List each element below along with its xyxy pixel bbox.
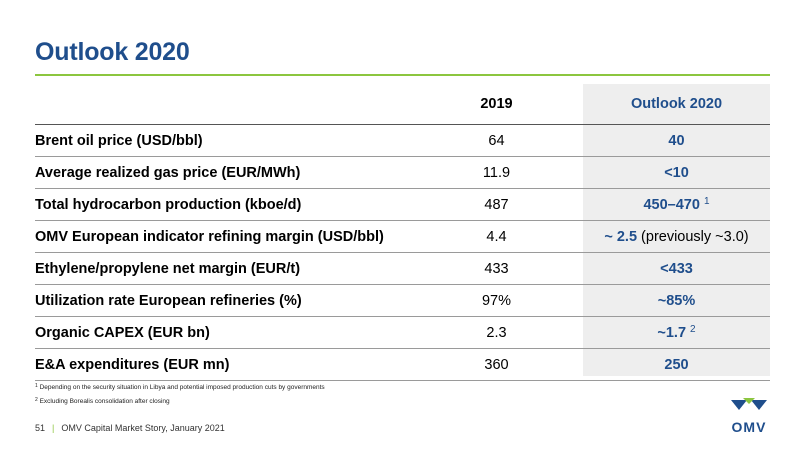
page-title: Outlook 2020 <box>35 38 190 66</box>
value-2019: 64 <box>410 124 583 157</box>
footnote-number: 1 <box>35 383 38 389</box>
outlook-value: 450–470 <box>643 197 700 213</box>
value-2019: 360 <box>410 348 583 381</box>
value-outlook-2020: 40 <box>583 124 770 157</box>
title-divider <box>35 74 770 76</box>
value-outlook-2020: ~ 2.5 (previously ~3.0) <box>583 220 770 253</box>
table-row: Ethylene/propylene net margin (EUR/t) 433… <box>35 252 770 285</box>
value-2019: 4.4 <box>410 220 583 253</box>
header-label <box>35 84 410 125</box>
outlook-value: ~ 2.5 <box>604 228 638 245</box>
footnote-text: Depending on the security situation in L… <box>39 384 325 391</box>
table-row: E&A expenditures (EUR mn) 360 250 <box>35 348 770 381</box>
table-row: Average realized gas price (EUR/MWh) 11.9… <box>35 156 770 189</box>
row-label: Brent oil price (USD/bbl) <box>35 124 410 157</box>
row-label: Organic CAPEX (EUR bn) <box>35 316 410 349</box>
slide-footer: 51 | OMV Capital Market Story, January 2… <box>35 423 225 433</box>
omv-logo: OMV <box>729 398 769 435</box>
outlook-suffix: (previously ~3.0) <box>641 228 749 245</box>
footnote-text: Excluding Borealis consolidation after c… <box>39 398 170 405</box>
table-row: Utilization rate European refineries (%)… <box>35 284 770 317</box>
omv-logo-icon <box>731 398 767 410</box>
row-label: E&A expenditures (EUR mn) <box>35 348 410 381</box>
footnote-ref: 2 <box>690 324 696 335</box>
value-outlook-2020: <433 <box>583 252 770 285</box>
value-outlook-2020: ~1.7 2 <box>583 316 770 349</box>
value-2019: 433 <box>410 252 583 285</box>
outlook-value: ~85% <box>657 292 696 309</box>
value-outlook-2020: 450–470 1 <box>583 188 770 221</box>
header-2019: 2019 <box>410 84 583 125</box>
table-header-row: 2019 Outlook 2020 <box>35 84 770 125</box>
table-row: Organic CAPEX (EUR bn) 2.3 ~1.7 2 <box>35 316 770 349</box>
value-2019: 487 <box>410 188 583 221</box>
outlook-table: 2019 Outlook 2020 Brent oil price (USD/b… <box>35 84 770 381</box>
footnote-2: 2 Excluding Borealis consolidation after… <box>35 397 170 405</box>
value-2019: 2.3 <box>410 316 583 349</box>
outlook-value: <10 <box>664 164 689 181</box>
value-2019: 97% <box>410 284 583 317</box>
table-row: Brent oil price (USD/bbl) 64 40 <box>35 124 770 157</box>
outlook-value: ~1.7 <box>657 325 687 341</box>
value-outlook-2020: <10 <box>583 156 770 189</box>
row-label: Ethylene/propylene net margin (EUR/t) <box>35 252 410 285</box>
page-number: 51 <box>35 423 46 433</box>
table-row: Total hydrocarbon production (kboe/d) 487… <box>35 188 770 221</box>
logo-text: OMV <box>731 419 767 435</box>
footer-text: OMV Capital Market Story, January 2021 <box>61 423 225 433</box>
footnote-1: 1 Depending on the security situation in… <box>35 383 325 391</box>
value-2019: 11.9 <box>410 156 583 189</box>
value-outlook-2020: ~85% <box>583 284 770 317</box>
table-row: OMV European indicator refining margin (… <box>35 220 770 253</box>
footnote-ref: 1 <box>703 196 710 207</box>
row-label: OMV European indicator refining margin (… <box>35 220 410 253</box>
outlook-value: 40 <box>668 132 685 149</box>
footer-separator: | <box>52 423 55 433</box>
row-label: Average realized gas price (EUR/MWh) <box>35 156 410 189</box>
row-label: Utilization rate European refineries (%) <box>35 284 410 317</box>
outlook-value: <433 <box>660 260 693 277</box>
footnote-number: 2 <box>35 397 38 403</box>
row-label: Total hydrocarbon production (kboe/d) <box>35 188 410 221</box>
value-outlook-2020: 250 <box>583 348 770 381</box>
outlook-value: 250 <box>664 356 689 373</box>
header-outlook-2020: Outlook 2020 <box>583 84 770 125</box>
